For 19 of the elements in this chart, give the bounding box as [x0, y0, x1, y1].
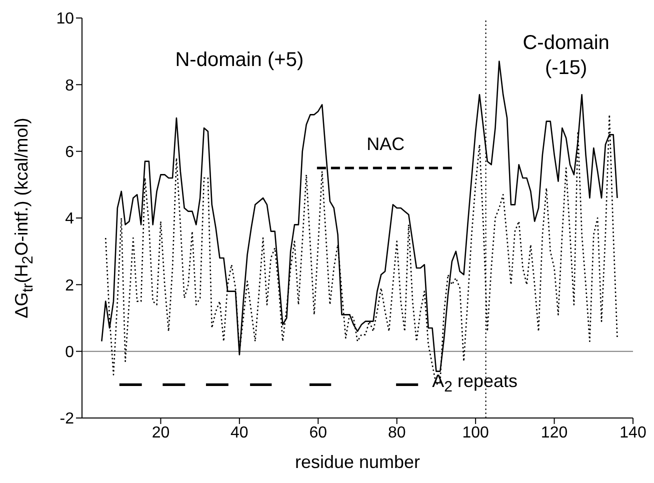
- y-tick-label: -2: [60, 410, 74, 428]
- x-tick-label: 20: [152, 424, 170, 442]
- x-tick-label: 120: [540, 424, 568, 442]
- y-tick-label: 2: [65, 277, 74, 294]
- series-label: A$_{2}$ repeats: [432, 370, 518, 396]
- x-axis-title: residue number: [294, 452, 420, 472]
- x-tick-label: 140: [620, 424, 646, 442]
- x-tick-label: 80: [388, 424, 406, 442]
- y-tick-label: 10: [56, 10, 74, 28]
- y-tick-label: 8: [65, 77, 74, 94]
- x-tick-label: 40: [230, 424, 248, 442]
- annotation: N-domain (+5): [174, 48, 305, 73]
- annotation: C-domain (-15): [522, 31, 610, 82]
- x-tick-label: 100: [462, 424, 490, 442]
- series-label: NAC: [366, 134, 406, 155]
- y-tick-label: 6: [65, 144, 74, 162]
- x-tick-label: 60: [309, 424, 328, 442]
- y-tick-label: 4: [65, 210, 74, 228]
- y-tick-label: 0: [65, 344, 74, 362]
